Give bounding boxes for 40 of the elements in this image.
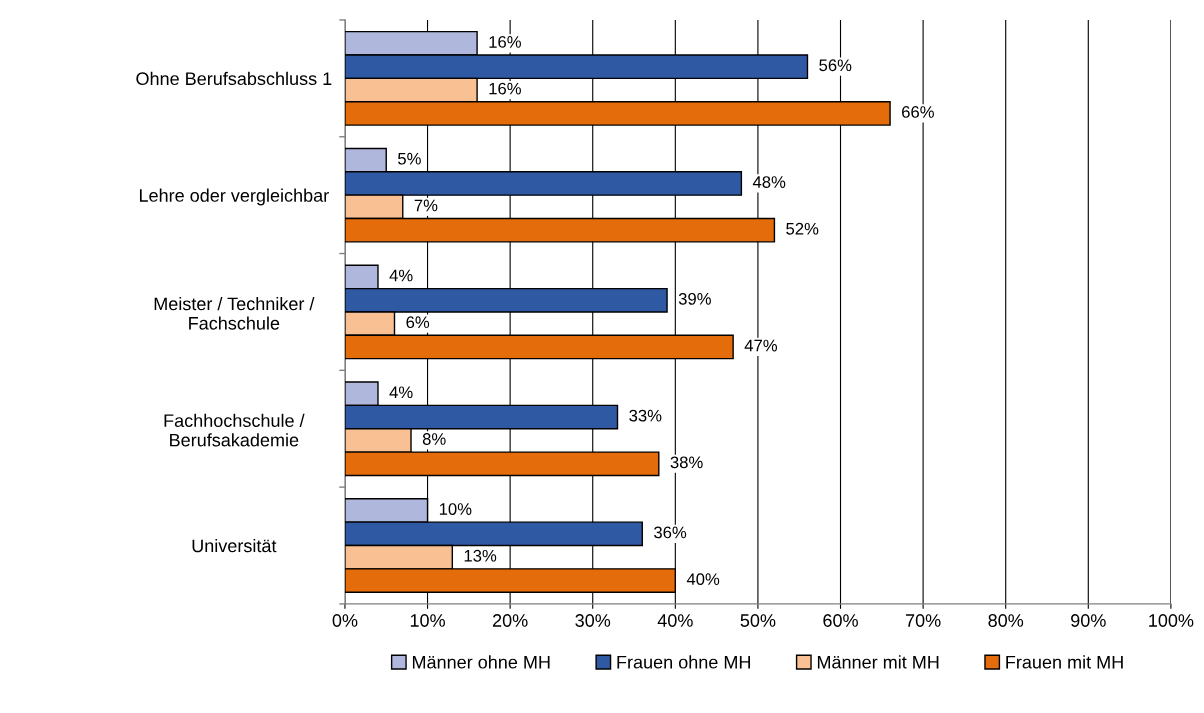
- data-label: 39%: [678, 292, 711, 305]
- legend-label: Männer mit MH: [817, 655, 939, 669]
- y-tick-label: Universität: [192, 538, 277, 553]
- x-tick-label: 60%: [823, 614, 858, 627]
- x-tick-label: 90%: [1071, 614, 1106, 627]
- data-label: 33%: [629, 409, 662, 422]
- y-tick-label: Meister / Techniker / Fachschule: [154, 296, 315, 330]
- data-label: 13%: [464, 549, 497, 562]
- data-label: 10%: [439, 503, 472, 515]
- data-label: 16%: [489, 82, 521, 95]
- data-label: 4%: [389, 269, 413, 282]
- data-label: 38%: [670, 456, 703, 469]
- legend-label: Frauen mit MH: [1006, 655, 1123, 669]
- data-label: 52%: [786, 222, 819, 235]
- x-tick-label: 80%: [988, 614, 1024, 627]
- legend-label: Männer ohne MH: [412, 655, 550, 669]
- legend-label: Frauen ohne MH: [617, 655, 750, 669]
- data-label: 7%: [414, 199, 438, 212]
- x-tick-label: 100%: [1149, 614, 1194, 627]
- data-label: 5%: [398, 152, 421, 165]
- y-tick-label: Lehre oder vergleichbar: [139, 188, 329, 206]
- data-label: 16%: [489, 35, 521, 48]
- x-tick-label: 40%: [657, 614, 693, 627]
- x-tick-label: 0%: [332, 614, 358, 627]
- data-label: 47%: [744, 339, 778, 352]
- x-tick-label: 30%: [575, 614, 611, 627]
- x-tick-label: 70%: [905, 614, 941, 627]
- data-label: 40%: [686, 573, 720, 586]
- x-tick-label: 50%: [740, 614, 776, 627]
- data-label: 8%: [422, 433, 446, 445]
- data-label: 56%: [819, 59, 852, 72]
- y-tick-label: Ohne Berufsabschluss 1: [136, 71, 332, 86]
- data-label: 4%: [389, 386, 413, 399]
- data-label: 48%: [752, 176, 786, 188]
- y-tick-label: Fachhochschule / Berufsakademie: [164, 413, 305, 447]
- data-label: 36%: [654, 526, 687, 539]
- data-label: 6%: [406, 316, 430, 329]
- data-label: 66%: [902, 106, 934, 118]
- x-tick-label: 10%: [410, 614, 445, 627]
- x-tick-label: 20%: [492, 614, 528, 627]
